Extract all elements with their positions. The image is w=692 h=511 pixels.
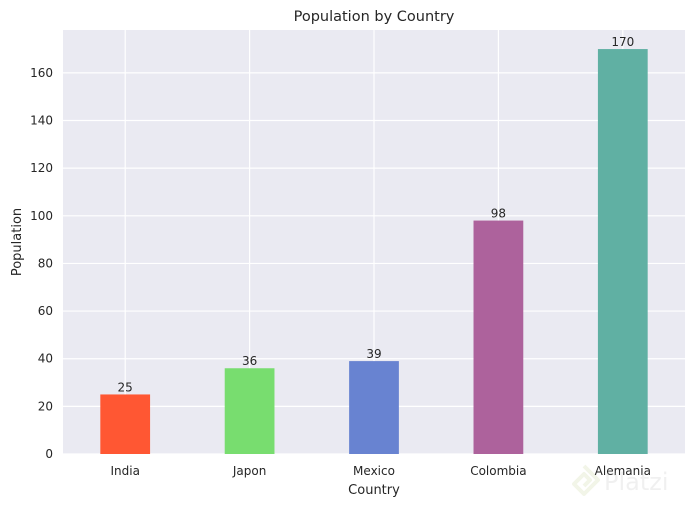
bar-value-label: 36: [242, 354, 257, 368]
bar-india: [100, 394, 151, 454]
x-axis-title: Country: [348, 483, 400, 498]
chart-title: Population by Country: [294, 9, 455, 25]
y-tick-label: 0: [45, 447, 53, 461]
platzi-logo-icon: Platzi: [572, 464, 669, 496]
x-tick-label: India: [110, 464, 139, 478]
y-tick-label: 140: [30, 114, 53, 128]
bar-mexico: [349, 361, 399, 454]
y-tick-label: 60: [38, 304, 53, 318]
bar-colombia: [473, 220, 524, 454]
y-axis-ticks: 0 20 40 60 80 100 120 140 160: [30, 66, 53, 461]
bar-value-label: 25: [118, 380, 133, 394]
x-tick-label: Alemania: [595, 464, 651, 478]
platzi-watermark: Platzi: [572, 464, 669, 496]
bar-alemania: [597, 49, 648, 454]
x-tick-label: Japon: [232, 464, 266, 478]
svg-text:Platzi: Platzi: [604, 468, 669, 496]
y-axis-title: Population: [10, 208, 25, 276]
y-tick-label: 20: [38, 399, 53, 413]
bar-value-labels: 25 36 39 98 170: [118, 35, 635, 394]
x-axis-ticks: India Japon Mexico Colombia Alemania: [110, 464, 650, 478]
y-tick-label: 100: [30, 209, 53, 223]
y-tick-label: 160: [30, 66, 53, 80]
bar-value-label: 98: [491, 207, 506, 221]
bar-value-label: 170: [611, 35, 634, 49]
bars: [100, 49, 648, 454]
bar-japon: [224, 368, 275, 454]
x-tick-label: Mexico: [353, 464, 395, 478]
x-tick-label: Colombia: [470, 464, 526, 478]
y-tick-label: 40: [38, 352, 53, 366]
y-tick-label: 120: [30, 161, 53, 175]
y-tick-label: 80: [38, 256, 53, 270]
bar-value-label: 39: [366, 347, 381, 361]
